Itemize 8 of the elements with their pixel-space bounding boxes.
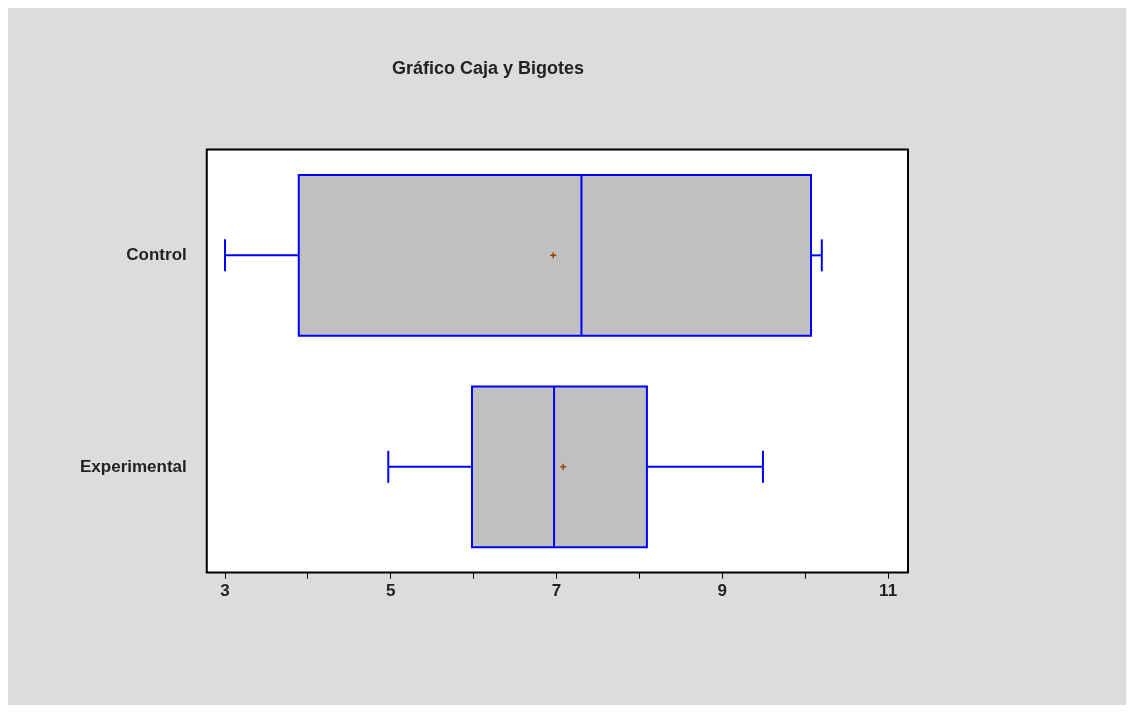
y-tick-label: Control — [126, 245, 187, 265]
y-tick-label: Experimental — [80, 456, 187, 476]
chart-title: Gráfico Caja y Bigotes — [391, 57, 585, 78]
x-tick-label: 9 — [717, 581, 728, 601]
x-tick-label: 11 — [879, 581, 898, 601]
x-tick-label: 7 — [551, 581, 562, 601]
x-tick-label: 3 — [220, 581, 230, 601]
x-tick-label: 5 — [386, 581, 396, 601]
